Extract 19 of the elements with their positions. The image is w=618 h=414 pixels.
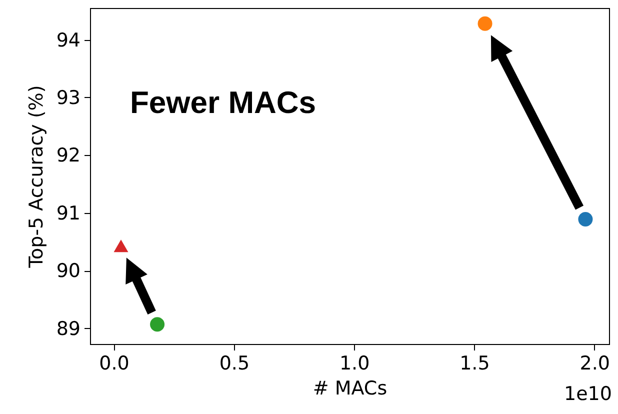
y-tick-label: 89 — [56, 318, 80, 340]
point — [114, 240, 128, 252]
point — [150, 317, 165, 332]
x-tick-label: 0.5 — [219, 352, 250, 374]
y-tick-label: 91 — [56, 202, 80, 224]
x-tick-label: 2.0 — [580, 352, 610, 374]
y-tick-label: 92 — [56, 144, 80, 167]
y-tick-label: 93 — [56, 86, 80, 109]
point — [578, 212, 593, 227]
point — [478, 16, 492, 31]
x-tick-label: 1.5 — [460, 352, 490, 374]
x-tick-label: 1.0 — [339, 352, 370, 374]
y-tick-label: 90 — [56, 260, 80, 282]
annotation: Fewer MACs — [130, 85, 316, 121]
y-tick-label: 94 — [56, 29, 80, 52]
y-axis-title: Top-5 Accuracy (%) — [25, 85, 48, 269]
x-axis-title: # MACs — [312, 378, 388, 400]
x-tick-label: 0.0 — [99, 352, 130, 374]
text: 1e10 — [564, 383, 612, 405]
